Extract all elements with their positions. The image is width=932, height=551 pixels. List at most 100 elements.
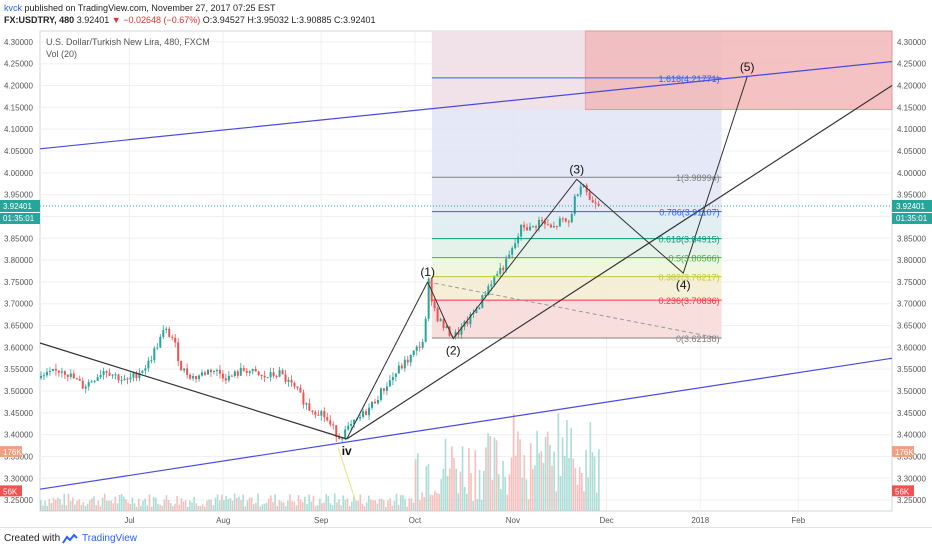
candle-body xyxy=(457,332,460,335)
candle-body xyxy=(198,375,201,379)
candle-body xyxy=(135,372,138,379)
volume-bar xyxy=(189,500,191,511)
candle-body xyxy=(555,226,558,228)
tradingview-brand[interactable]: TradingView xyxy=(82,533,138,544)
y-tick-left: 3.75000 xyxy=(4,278,33,287)
candle-body xyxy=(520,224,523,237)
candle-body xyxy=(102,371,105,376)
volume-bar xyxy=(559,476,562,511)
volume-tag-left xyxy=(0,485,22,497)
volume-bar xyxy=(578,467,581,511)
candle-body xyxy=(594,202,597,204)
tradingview-logo-icon xyxy=(62,533,78,544)
volume-bar xyxy=(566,420,568,511)
candle-body xyxy=(224,378,227,381)
candle-body xyxy=(114,374,117,376)
volume-tag-right-text: 176K xyxy=(895,448,914,457)
volume-bar xyxy=(346,498,349,511)
volume-bar xyxy=(500,489,502,511)
wave-label: (2) xyxy=(446,344,461,358)
candle-body xyxy=(40,376,42,378)
volume-bar xyxy=(278,500,281,511)
volume-bar xyxy=(103,493,106,511)
candle-body xyxy=(338,437,341,440)
volume-bar xyxy=(478,469,481,511)
candle-body xyxy=(308,403,311,411)
candle-body xyxy=(323,411,326,418)
volume-bar xyxy=(587,477,590,511)
volume-bar xyxy=(350,501,353,511)
volume-bar xyxy=(227,499,230,511)
chart-canvas[interactable]: 0(3.62138) 0.236(3.70836) 0.382(3.76217) 0.… xyxy=(0,27,932,527)
volume-bar xyxy=(287,500,289,511)
volume-bar xyxy=(280,501,283,511)
volume-bar xyxy=(210,499,212,511)
volume-bar xyxy=(327,495,330,511)
candle-body xyxy=(230,375,233,377)
volume-bar xyxy=(91,498,93,511)
candle-body xyxy=(126,378,129,380)
volume-bar xyxy=(438,493,440,511)
volume-bar xyxy=(455,468,457,511)
volume-bar xyxy=(289,494,291,511)
volume-bar xyxy=(363,506,366,511)
volume-bar xyxy=(321,503,323,511)
candle-body xyxy=(165,328,168,331)
candle-body xyxy=(209,369,212,372)
volume-bar xyxy=(368,495,370,511)
volume-bar xyxy=(457,493,460,511)
volume-bar xyxy=(61,504,63,511)
candle-body xyxy=(532,226,535,228)
target-zone-shadow xyxy=(431,31,586,110)
volume-bar xyxy=(304,496,306,511)
y-tick-left: 4.00000 xyxy=(4,169,33,178)
trendline xyxy=(39,342,347,440)
candle-body xyxy=(84,386,87,389)
zones xyxy=(431,30,893,339)
y-tick-right: 3.55000 xyxy=(897,365,926,374)
volume-bar xyxy=(95,505,97,511)
volume-bar xyxy=(331,505,334,511)
volume-bar xyxy=(427,464,430,511)
volume-bar xyxy=(54,500,57,511)
candle-body xyxy=(120,380,123,382)
volume-bar xyxy=(59,499,61,511)
candle-body xyxy=(326,417,329,421)
y-tick-right: 3.25000 xyxy=(897,496,926,505)
price-chart[interactable]: 0(3.62138) 0.236(3.70836) 0.382(3.76217) 0.… xyxy=(0,27,932,527)
candle-body xyxy=(105,371,108,373)
countdown-tag-right xyxy=(892,212,932,224)
volume-bar xyxy=(525,479,528,511)
candle-body xyxy=(442,319,445,329)
volume-bar xyxy=(123,496,125,511)
volume-bar xyxy=(108,500,110,511)
candle-body xyxy=(171,336,174,338)
volume-bar xyxy=(336,502,338,511)
volume-bar xyxy=(250,497,253,511)
candle-body xyxy=(576,194,579,197)
candle-body xyxy=(385,386,388,391)
volume-bar xyxy=(88,500,91,511)
candle-body xyxy=(141,370,144,373)
axes: 4.30000 4.30000 4.25000 4.25000 4.20000 4.200… xyxy=(0,38,932,525)
volume-bar xyxy=(510,457,513,511)
fib-band xyxy=(431,276,722,301)
volume-bar xyxy=(120,494,123,511)
volume-bar xyxy=(265,502,268,511)
volume-bar xyxy=(312,495,315,511)
volume-bar xyxy=(257,493,259,511)
volume-bar xyxy=(199,505,202,511)
volume-bar xyxy=(180,498,183,511)
candle-body xyxy=(227,375,230,381)
volume-bar xyxy=(589,422,592,511)
fib-label-0.786: 0.786(3.91107) xyxy=(659,208,719,218)
volume-bar xyxy=(393,500,396,511)
drawings[interactable] xyxy=(39,60,893,501)
volume-bar xyxy=(423,497,425,511)
volume-bar xyxy=(159,504,161,511)
volume-bar xyxy=(576,484,579,511)
volume-bar xyxy=(144,498,146,511)
author-link[interactable]: kvck xyxy=(4,3,22,13)
volume-bar xyxy=(295,505,298,511)
candle-body xyxy=(382,388,385,391)
